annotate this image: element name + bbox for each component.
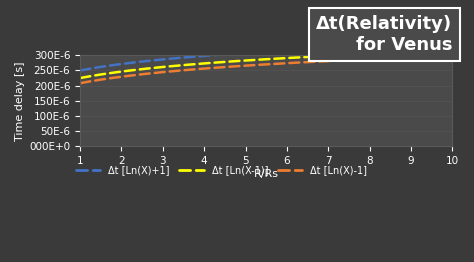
Text: Δt(Relativity)
for Venus: Δt(Relativity) for Venus xyxy=(316,15,453,54)
Legend: Δt [Ln(X)+1], Δt [Ln(X-1)], Δt [Ln(X)-1]: Δt [Ln(X)+1], Δt [Ln(X-1)], Δt [Ln(X)-1] xyxy=(73,162,371,179)
X-axis label: R/Rs: R/Rs xyxy=(254,169,279,179)
Y-axis label: Time delay [s]: Time delay [s] xyxy=(15,61,25,140)
